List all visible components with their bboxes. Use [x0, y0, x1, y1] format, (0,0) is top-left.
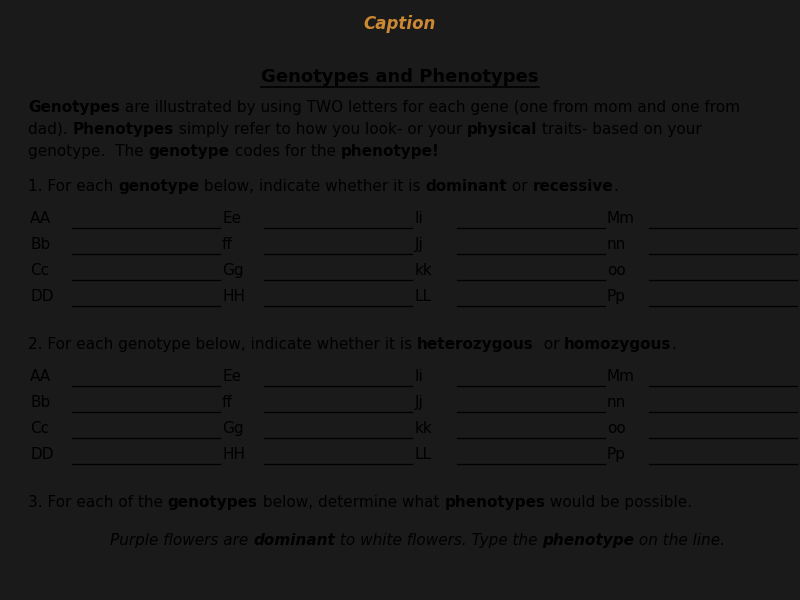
Text: dominant: dominant — [253, 533, 335, 548]
Text: or: or — [534, 337, 564, 352]
Text: 2. For each genotype below, indicate whether it is: 2. For each genotype below, indicate whe… — [28, 337, 417, 352]
Text: genotype: genotype — [118, 179, 199, 194]
Text: AA: AA — [30, 369, 51, 384]
Text: genotype: genotype — [149, 144, 230, 159]
Text: Purple flowers are: Purple flowers are — [110, 533, 253, 548]
Text: nn: nn — [607, 395, 626, 410]
Text: oo: oo — [607, 421, 626, 436]
Text: Pp: Pp — [607, 289, 626, 304]
Text: ff: ff — [222, 237, 233, 252]
Text: homozygous: homozygous — [564, 337, 671, 352]
Text: simply refer to how you look- or your: simply refer to how you look- or your — [174, 122, 467, 137]
Text: HH: HH — [222, 289, 245, 304]
Text: traits- based on your: traits- based on your — [538, 122, 702, 137]
Text: heterozygous: heterozygous — [417, 337, 534, 352]
Text: Ee: Ee — [222, 369, 241, 384]
Text: LL: LL — [415, 447, 432, 462]
Text: AA: AA — [30, 211, 51, 226]
Text: Genotypes and Phenotypes: Genotypes and Phenotypes — [262, 68, 538, 86]
Text: Jj: Jj — [415, 237, 424, 252]
Text: Caption: Caption — [364, 15, 436, 33]
Text: 1. For each: 1. For each — [28, 179, 118, 194]
Text: 3. For each of the: 3. For each of the — [28, 495, 168, 510]
Text: LL: LL — [415, 289, 432, 304]
Text: kk: kk — [415, 421, 433, 436]
Text: Mm: Mm — [607, 369, 635, 384]
Text: oo: oo — [607, 263, 626, 278]
Text: ff: ff — [222, 395, 233, 410]
Text: recessive: recessive — [533, 179, 614, 194]
Text: dominant: dominant — [426, 179, 507, 194]
Text: genotype.  The: genotype. The — [28, 144, 149, 159]
Text: or: or — [507, 179, 533, 194]
Text: kk: kk — [415, 263, 433, 278]
Text: Ii: Ii — [415, 211, 424, 226]
Text: phenotype!: phenotype! — [340, 144, 439, 159]
Text: Gg: Gg — [222, 421, 244, 436]
Text: Bb: Bb — [30, 237, 50, 252]
Text: on the line.: on the line. — [634, 533, 726, 548]
Text: physical: physical — [467, 122, 538, 137]
Text: Ii: Ii — [415, 369, 424, 384]
Text: genotypes: genotypes — [168, 495, 258, 510]
Text: phenotypes: phenotypes — [444, 495, 546, 510]
Text: phenotype: phenotype — [542, 533, 634, 548]
Text: Pp: Pp — [607, 447, 626, 462]
Text: below, indicate whether it is: below, indicate whether it is — [199, 179, 426, 194]
Text: Cc: Cc — [30, 421, 49, 436]
Text: DD: DD — [30, 447, 54, 462]
Text: nn: nn — [607, 237, 626, 252]
Text: to white flowers. Type the: to white flowers. Type the — [335, 533, 542, 548]
Text: Ee: Ee — [222, 211, 241, 226]
Text: would be possible.: would be possible. — [546, 495, 692, 510]
Text: below, determine what: below, determine what — [258, 495, 444, 510]
Text: HH: HH — [222, 447, 245, 462]
Text: codes for the: codes for the — [230, 144, 340, 159]
Text: are illustrated by using TWO letters for each gene (one from mom and one from: are illustrated by using TWO letters for… — [120, 100, 740, 115]
Text: Bb: Bb — [30, 395, 50, 410]
Text: Gg: Gg — [222, 263, 244, 278]
Text: Mm: Mm — [607, 211, 635, 226]
Text: DD: DD — [30, 289, 54, 304]
Text: .: . — [671, 337, 676, 352]
Text: Phenotypes: Phenotypes — [73, 122, 174, 137]
Text: Jj: Jj — [415, 395, 424, 410]
Text: dad).: dad). — [28, 122, 73, 137]
Text: Genotypes: Genotypes — [28, 100, 120, 115]
Text: .: . — [614, 179, 618, 194]
Text: Cc: Cc — [30, 263, 49, 278]
